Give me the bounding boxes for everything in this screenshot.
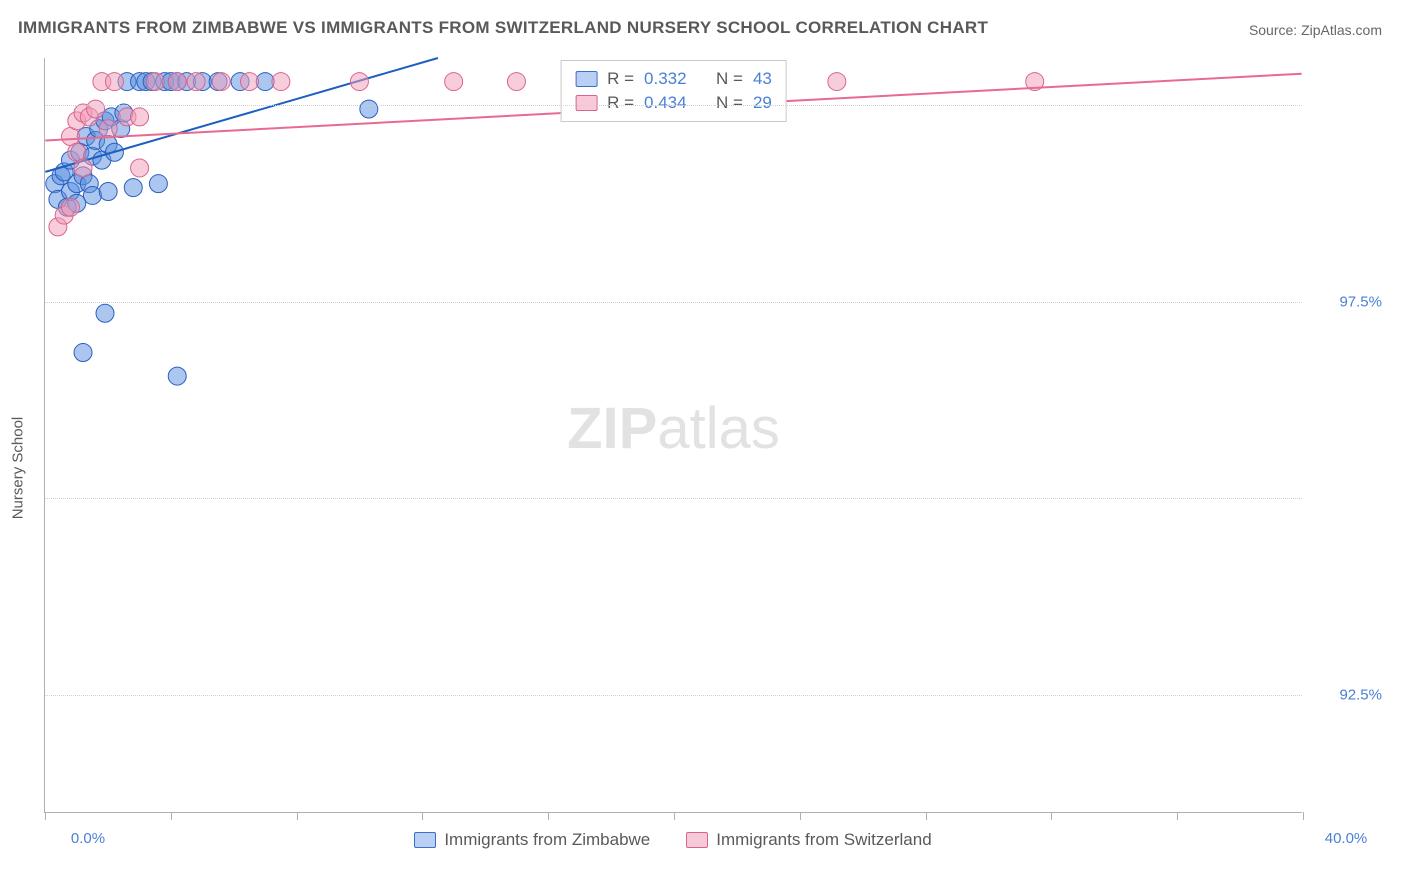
scatter-point [168,367,186,385]
legend-swatch [414,832,436,848]
gridline [45,302,1302,303]
legend-swatch [575,71,597,87]
x-tick [45,812,46,820]
x-tick [422,812,423,820]
source-caption: Source: ZipAtlas.com [1249,22,1382,38]
x-tick [674,812,675,820]
legend-n-prefix: N = [716,69,743,89]
legend-bottom-item: Immigrants from Switzerland [686,830,931,850]
scatter-point [87,100,105,118]
x-tick-label: 40.0% [1325,830,1368,847]
legend-top: R = 0.332 N = 43 R = 0.434 N = 29 [560,60,787,122]
plot-svg [45,58,1302,812]
x-tick-label: 0.0% [71,830,105,847]
x-tick [1051,812,1052,820]
scatter-point [146,73,164,91]
scatter-point [105,73,123,91]
legend-bottom-label: Immigrants from Switzerland [716,830,931,850]
legend-n-prefix: N = [716,93,743,113]
scatter-point [507,73,525,91]
legend-r-value: 0.434 [644,93,687,113]
scatter-point [74,344,92,362]
legend-swatch [575,95,597,111]
scatter-point [149,175,167,193]
x-tick [171,812,172,820]
scatter-point [272,73,290,91]
scatter-point [240,73,258,91]
chart-title: IMMIGRANTS FROM ZIMBABWE VS IMMIGRANTS F… [18,18,988,38]
scatter-point [360,100,378,118]
scatter-point [96,304,114,322]
scatter-point [131,159,149,177]
legend-bottom-item: Immigrants from Zimbabwe [414,830,650,850]
x-tick [800,812,801,820]
legend-r-prefix: R = [607,69,634,89]
scatter-point [74,159,92,177]
legend-top-row: R = 0.434 N = 29 [575,91,772,115]
legend-bottom: Immigrants from Zimbabwe Immigrants from … [44,830,1302,853]
scatter-point [124,179,142,197]
gridline [45,105,1302,106]
legend-swatch [686,832,708,848]
gridline [45,498,1302,499]
legend-bottom-label: Immigrants from Zimbabwe [444,830,650,850]
scatter-point [99,120,117,138]
scatter-point [187,73,205,91]
gridline [45,695,1302,696]
scatter-point [168,73,186,91]
x-tick [926,812,927,820]
legend-r-prefix: R = [607,93,634,113]
legend-n-value: 29 [753,93,772,113]
x-tick [297,812,298,820]
scatter-point [445,73,463,91]
y-axis-label: Nursery School [10,417,27,520]
y-tick-label: 97.5% [1312,293,1382,310]
scatter-point [828,73,846,91]
legend-n-value: 43 [753,69,772,89]
scatter-point [99,183,117,201]
x-tick [1177,812,1178,820]
legend-r-value: 0.332 [644,69,687,89]
scatter-point [83,186,101,204]
plot-area: ZIPatlas R = 0.332 N = 43 R = 0.434 N = … [44,58,1302,813]
x-tick [1303,812,1304,820]
scatter-point [212,73,230,91]
scatter-point [61,198,79,216]
scatter-point [131,108,149,126]
legend-top-row: R = 0.332 N = 43 [575,67,772,91]
scatter-point [350,73,368,91]
y-tick-label: 92.5% [1312,687,1382,704]
chart-wrapper: Nursery School ZIPatlas R = 0.332 N = 43… [44,48,1384,888]
x-tick [548,812,549,820]
